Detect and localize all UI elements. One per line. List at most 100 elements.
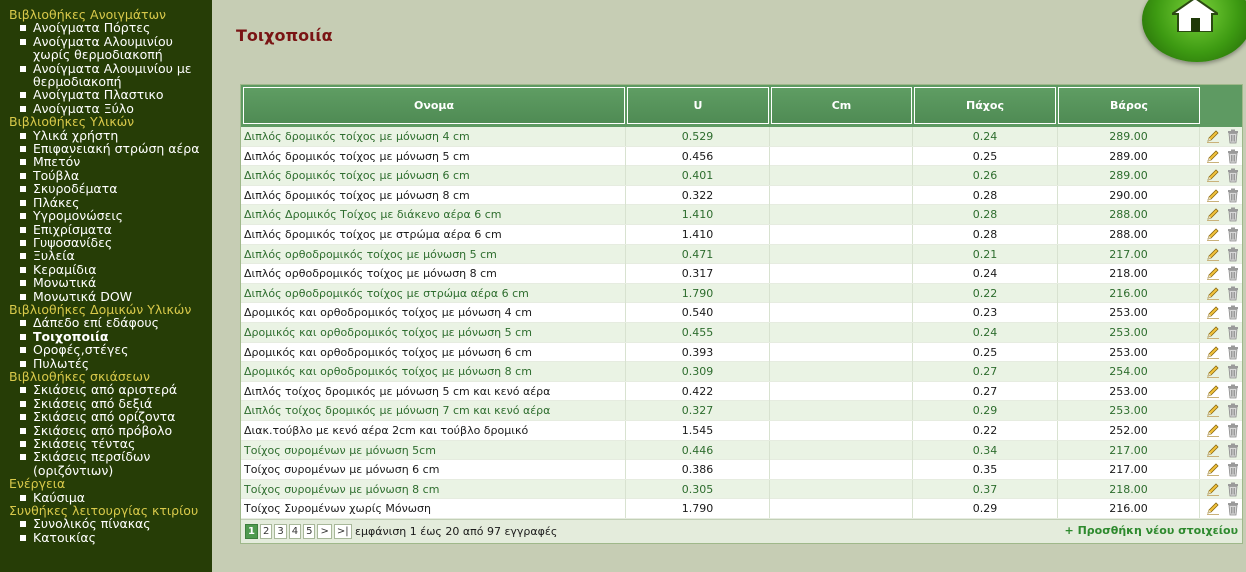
sidebar-item[interactable]: Μονωτικά (0, 276, 212, 290)
page-button[interactable]: > (317, 524, 332, 539)
sidebar-item[interactable]: Γυψοσανίδες (0, 235, 212, 249)
pencil-icon[interactable] (1206, 188, 1220, 203)
table-row[interactable]: Διπλός τοίχος δρομικός με μόνωση 5 cm κα… (241, 381, 1242, 402)
page-button[interactable]: 5 (303, 524, 316, 539)
sidebar-section[interactable]: Βιβλιοθήκες Ανοιγμάτων (9, 7, 167, 22)
sidebar-item[interactable]: Ανοίγματα Πόρτες (0, 21, 212, 35)
table-row[interactable]: Διπλός τοίχος δρομικός με μόνωση 7 cm κα… (241, 401, 1242, 421)
trash-icon[interactable] (1226, 247, 1240, 262)
pencil-icon[interactable] (1206, 462, 1220, 477)
table-row[interactable]: Δρομικός και ορθοδρομικός τοίχος με μόνω… (241, 362, 1242, 382)
trash-icon[interactable] (1226, 403, 1240, 418)
table-row[interactable]: Τοίχος συρομένων με μόνωση 8 cm 0.305 0.37… (241, 479, 1242, 500)
trash-icon[interactable] (1226, 443, 1240, 458)
page-button[interactable]: >| (333, 524, 352, 539)
sidebar-item[interactable]: Πυλωτές (0, 356, 212, 370)
sidebar-item[interactable]: Δάπεδο επί εδάφους (0, 316, 212, 330)
pencil-icon[interactable] (1206, 129, 1220, 144)
pencil-icon[interactable] (1206, 501, 1220, 516)
sidebar-item[interactable]: Κατοικίας (0, 530, 212, 544)
sidebar-item[interactable]: Ανοίγματα Αλουμινίου χωρίς θερμοδιακοπή (0, 35, 212, 62)
column-header-thickness[interactable]: Πάχος (914, 87, 1056, 124)
trash-icon[interactable] (1226, 188, 1240, 203)
sidebar-section[interactable]: Βιβλιοθήκες σκιάσεων (9, 368, 150, 384)
page-button[interactable]: 4 (288, 524, 302, 539)
sidebar-item[interactable]: Επιφανειακή στρώση αέρα (0, 142, 212, 155)
trash-icon[interactable] (1226, 384, 1240, 399)
pencil-icon[interactable] (1206, 325, 1220, 340)
trash-icon[interactable] (1226, 286, 1240, 301)
column-header-name[interactable]: Ονομα (243, 87, 625, 124)
sidebar-item[interactable]: Συνολικός πίνακας (0, 517, 212, 531)
table-row[interactable]: Δρομικός και ορθοδρομικός τοίχος με μόνω… (241, 322, 1242, 343)
table-row[interactable]: Διπλός δρομικός τοίχος με μόνωση 8 cm 0.3… (241, 185, 1242, 206)
pencil-icon[interactable] (1206, 149, 1220, 164)
sidebar-item[interactable]: Ξυλεία (0, 249, 212, 263)
pencil-icon[interactable] (1206, 227, 1220, 242)
pencil-icon[interactable] (1206, 423, 1220, 438)
trash-icon[interactable] (1226, 423, 1240, 438)
table-row[interactable]: Τοίχος συρομένων με μόνωση 6 cm 0.386 0.35… (241, 460, 1242, 480)
page-button[interactable]: 3 (274, 524, 287, 539)
sidebar-item[interactable]: Σκιάσεις από αριστερά (0, 383, 212, 397)
trash-icon[interactable] (1226, 207, 1240, 222)
table-row[interactable]: Τοίχος Συρομένων χωρίς Μόνωση 1.790 0.29 21… (241, 499, 1242, 519)
table-row[interactable]: Διπλός δρομικός τοίχος με μόνωση 6 cm 0.4… (241, 166, 1242, 186)
sidebar-item[interactable]: Υλικά χρήστη (0, 128, 212, 142)
trash-icon[interactable] (1226, 149, 1240, 164)
column-header-cm[interactable]: Cm (771, 87, 912, 124)
sidebar-section[interactable]: Συνθήκες λειτουργίας κτιρίου (9, 503, 199, 519)
column-header-weight[interactable]: Βάρος (1058, 87, 1200, 124)
add-new-item-link[interactable]: + Προσθήκη νέου στοιχείου (1064, 524, 1238, 537)
trash-icon[interactable] (1226, 266, 1240, 281)
pencil-icon[interactable] (1206, 482, 1220, 497)
trash-icon[interactable] (1226, 168, 1240, 183)
table-row[interactable]: Διπλός ορθοδρομικός τοίχος με στρώμα αέρ… (241, 283, 1242, 304)
sidebar-item[interactable]: Ανοίγματα Πλαστικο (0, 88, 212, 102)
table-row[interactable]: Διπλός δρομικός τοίχος με μόνωση 4 cm 0.5… (241, 127, 1242, 147)
sidebar-item[interactable]: Υγρομονώσεις (0, 209, 212, 223)
pencil-icon[interactable] (1206, 286, 1220, 301)
table-row[interactable]: Διπλός ορθοδρομικός τοίχος με μόνωση 8 c… (241, 264, 1242, 284)
column-header-u[interactable]: U (627, 87, 769, 124)
table-row[interactable]: Διπλός δρομικός τοίχος με στρώμα αέρα 6 … (241, 224, 1242, 245)
trash-icon[interactable] (1226, 501, 1240, 516)
sidebar-item[interactable]: Κεραμίδια (0, 262, 212, 276)
pencil-icon[interactable] (1206, 207, 1220, 222)
sidebar-item[interactable]: Μπετόν (0, 155, 212, 169)
sidebar-item[interactable]: Οροφές,στέγες (0, 343, 212, 357)
table-row[interactable]: Διπλός δρομικός τοίχος με μόνωση 5 cm 0.4… (241, 146, 1242, 167)
pencil-icon[interactable] (1206, 403, 1220, 418)
sidebar-item[interactable]: Σκιάσεις από πρόβολο (0, 423, 212, 437)
table-row[interactable]: Διπλός Δρομικός Τοίχος με διάκενο αέρα 6… (241, 205, 1242, 225)
sidebar-item[interactable]: Σκυροδέματα (0, 182, 212, 196)
sidebar-item[interactable]: Επιχρίσματα (0, 222, 212, 236)
table-row[interactable]: Τοίχος συρομένων με μόνωση 5cm 0.446 0.34 2… (241, 440, 1242, 461)
pencil-icon[interactable] (1206, 266, 1220, 281)
sidebar-item[interactable]: Μονωτικά DOW (0, 289, 212, 303)
trash-icon[interactable] (1226, 325, 1240, 340)
pencil-icon[interactable] (1206, 247, 1220, 262)
trash-icon[interactable] (1226, 364, 1240, 379)
sidebar-section[interactable]: Ενέργεια (9, 476, 66, 492)
sidebar-section[interactable]: Βιβλιοθήκες Υλικών (9, 114, 135, 130)
pencil-icon[interactable] (1206, 443, 1220, 458)
pencil-icon[interactable] (1206, 305, 1220, 320)
trash-icon[interactable] (1226, 227, 1240, 242)
page-button[interactable]: 2 (259, 524, 273, 539)
home-button[interactable] (1142, 0, 1246, 62)
sidebar-item[interactable]: Ανοίγματα Αλουμινίου με θερμοδιακοπή (0, 61, 212, 89)
sidebar-item[interactable]: Τούβλα (0, 168, 212, 182)
sidebar-item-active[interactable]: Τοιχοποιία (0, 329, 212, 343)
pencil-icon[interactable] (1206, 345, 1220, 360)
sidebar-item[interactable]: Σκιάσεις περσίδων (οριζόντιων) (0, 450, 212, 477)
table-row[interactable]: Δρομικός και ορθοδρομικός τοίχος με μόνω… (241, 303, 1242, 323)
pencil-icon[interactable] (1206, 384, 1220, 399)
table-row[interactable]: Διακ.τούβλο με κενό αέρα 2cm και τούβλο … (241, 420, 1242, 441)
table-row[interactable]: Διπλός ορθοδρομικός τοίχος με μόνωση 5 c… (241, 244, 1242, 265)
trash-icon[interactable] (1226, 305, 1240, 320)
trash-icon[interactable] (1226, 345, 1240, 360)
trash-icon[interactable] (1226, 462, 1240, 477)
pencil-icon[interactable] (1206, 168, 1220, 183)
sidebar-item[interactable]: Καύσιμα (0, 490, 212, 504)
